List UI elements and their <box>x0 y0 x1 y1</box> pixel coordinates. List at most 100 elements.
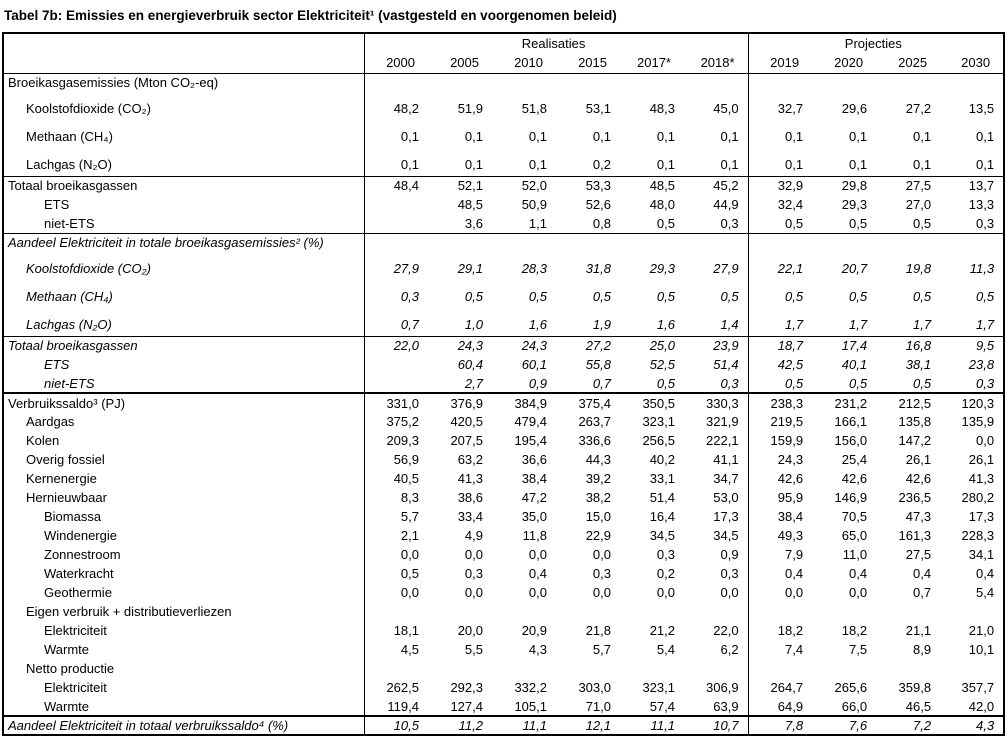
cell: 306,9 <box>684 678 749 697</box>
cell: 0,7 <box>400 316 419 332</box>
cell: 9,5 <box>940 335 1005 355</box>
cell: 0,1 <box>656 156 675 172</box>
cell <box>684 232 749 252</box>
row-label: Overig fossiel <box>3 450 365 469</box>
cell: 32,9 <box>748 175 813 195</box>
row-label: Lachgas (N₂O) <box>3 148 365 176</box>
cell <box>364 659 428 678</box>
cell: 6,2 <box>684 640 749 659</box>
cell: 22,0 <box>684 621 749 640</box>
table-row: Methaan (CH₄) 0,1 0,1 0,1 0,1 0,1 0,1 0,1 0,1 0,1… <box>3 120 1004 148</box>
cell: 330,3 <box>684 392 749 412</box>
cell <box>684 602 749 621</box>
cell: 207,5 <box>450 433 483 448</box>
cell: 265,6 <box>834 680 868 695</box>
cell: 357,7 <box>961 680 995 695</box>
cell <box>940 232 1005 252</box>
cell: 20,9 <box>521 623 547 638</box>
cell: 57,4 <box>649 698 675 714</box>
cell: 222,1 <box>684 431 749 450</box>
cell: 52,1 <box>428 175 492 195</box>
cell: 20,0 <box>457 623 483 638</box>
row-label: niet-ETS <box>3 214 365 233</box>
cell: 0,3 <box>592 566 611 581</box>
cell: 52,0 <box>492 175 556 195</box>
cell: 16,4 <box>649 509 675 524</box>
table-row: Eigen verbruik + distributieverliezen <box>3 602 1004 621</box>
cell: 5,7 <box>592 642 611 657</box>
cell: 0,2 <box>656 566 675 581</box>
cell: 0,4 <box>848 566 868 581</box>
cell: 27,0 <box>905 197 932 212</box>
cell: 31,8 <box>585 261 611 276</box>
year-header: 2000 <box>364 53 428 74</box>
row-label: Broeikasgasemissies (Mton CO₂-eq) <box>3 73 365 92</box>
cell: 0,1 <box>684 148 749 176</box>
cell: 29,1 <box>457 261 483 276</box>
cell: 52,5 <box>649 357 675 372</box>
cell: 25,4 <box>841 452 868 467</box>
cell: 0,0 <box>848 585 868 600</box>
cell: 18,2 <box>841 623 868 638</box>
cell: 27,2 <box>556 335 620 355</box>
cell: 1,7 <box>848 316 868 332</box>
cell: 2,1 <box>400 528 419 543</box>
row-label: Kolen <box>3 431 365 450</box>
cell: 10,7 <box>684 715 749 735</box>
row-label: ETS <box>3 195 365 214</box>
cell: 4,9 <box>464 528 483 543</box>
group-header-projecties: Projecties <box>844 36 902 51</box>
cell: 18,2 <box>777 623 804 638</box>
cell <box>364 355 428 374</box>
cell: 384,9 <box>492 392 556 412</box>
cell: 231,2 <box>812 392 877 412</box>
cell: 25,0 <box>620 335 684 355</box>
cell: 0,8 <box>592 215 611 231</box>
cell <box>492 232 556 252</box>
table-row: Windenergie 2,1 4,9 11,8 22,9 34,5 34,5 49,3 65,… <box>3 526 1004 545</box>
cell: 375,4 <box>556 392 620 412</box>
cell: 0,5 <box>912 215 932 231</box>
cell: 3,6 <box>464 215 483 231</box>
table-row: ETS 60,4 60,1 55,8 52,5 51,4 42,5 40,1 38,1 23,8 <box>3 355 1004 374</box>
row-label: Aardgas <box>3 412 365 431</box>
cell: 1,7 <box>912 316 932 332</box>
cell: 44,3 <box>585 452 611 467</box>
year-header: 2019 <box>748 53 813 74</box>
cell <box>492 659 556 678</box>
cell: 147,2 <box>898 433 932 448</box>
cell: 156,0 <box>834 433 868 448</box>
cell: 18,1 <box>393 623 419 638</box>
cell: 236,5 <box>898 490 932 505</box>
cell: 1,0 <box>464 316 483 332</box>
cell: 42,6 <box>841 471 868 486</box>
cell: 32,7 <box>777 101 804 116</box>
cell: 0,1 <box>976 129 995 144</box>
cell: 7,6 <box>812 715 877 735</box>
row-label: niet-ETS <box>3 374 365 393</box>
row-label: Elektriciteit <box>3 621 365 640</box>
cell: 53,1 <box>585 101 611 116</box>
cell: 0,0 <box>592 585 611 600</box>
cell: 52,6 <box>585 197 611 212</box>
table-row: Broeikasgasemissies (Mton CO₂-eq) <box>3 73 1004 92</box>
cell: 26,1 <box>968 452 995 467</box>
cell: 292,3 <box>450 680 483 695</box>
cell: 375,2 <box>386 414 419 429</box>
cell: 17,4 <box>812 335 877 355</box>
cell: 256,5 <box>642 433 675 448</box>
table-row: Waterkracht 0,5 0,3 0,4 0,3 0,2 0,3 0,4 0,4 0,4 0,… <box>3 564 1004 583</box>
row-label: Zonnestroom <box>3 545 365 564</box>
cell: 209,3 <box>386 433 419 448</box>
cell: 51,8 <box>521 101 547 116</box>
cell: 1,1 <box>528 215 547 231</box>
cell: 26,1 <box>905 452 932 467</box>
cell: 0,7 <box>912 585 932 600</box>
cell: 16,8 <box>876 335 941 355</box>
cell <box>876 659 940 678</box>
cell: 0,0 <box>656 585 675 600</box>
table-row: Kolen 209,3 207,5 195,4 336,6 256,5 222,1 159,9… <box>3 431 1004 450</box>
row-label: Aandeel Elektriciteit in totaal verbruik… <box>3 715 365 735</box>
cell: 0,5 <box>656 215 675 231</box>
cell: 5,4 <box>656 642 675 657</box>
